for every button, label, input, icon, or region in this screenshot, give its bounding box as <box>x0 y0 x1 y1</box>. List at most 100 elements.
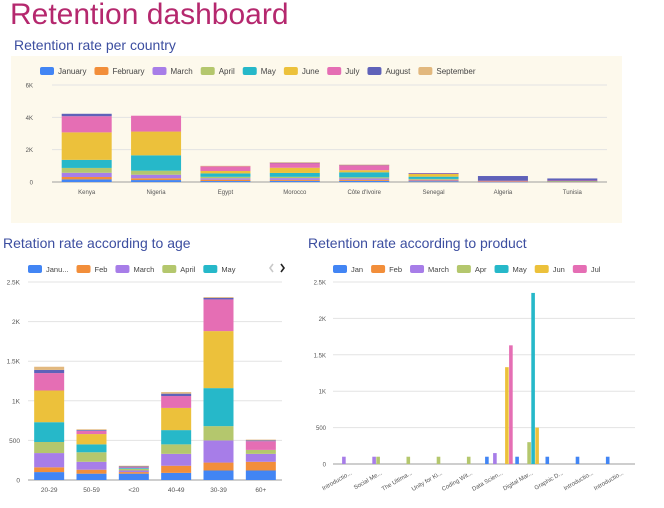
bar-segment-tunisia-august <box>547 178 598 181</box>
bar-segment-senegal-february <box>408 180 459 182</box>
x-tick-label: <20 <box>128 487 139 494</box>
legend-label-april: Apr <box>475 265 487 274</box>
legend-label-january: Jan <box>351 265 363 274</box>
bar-segment-c-te-d-ivoire-april <box>339 177 390 179</box>
bar-segment-senegal-january <box>408 181 459 182</box>
x-tick-label: 50-59 <box>83 487 100 494</box>
bar-segment-20-29-april <box>34 441 65 454</box>
bar-unity-for-ki-april <box>436 456 441 464</box>
y-tick-label: 2K <box>26 148 33 154</box>
y-tick-label: 1.5K <box>7 359 21 366</box>
country-retention-chart: January February March April May June July Augu… <box>26 67 607 196</box>
bar-social-me-march <box>372 456 376 464</box>
bar-segment-30-39-march <box>203 440 234 463</box>
bar-segment-morocco-august <box>269 162 320 164</box>
bar-data-scien-june <box>505 367 509 464</box>
legend-label-june: June <box>302 67 320 76</box>
x-tick-label: Digital Mar... <box>502 470 534 492</box>
bar-segment-50-59-may <box>76 444 107 453</box>
country-chart-panel: January February March April May June July Augu… <box>11 56 622 223</box>
y-tick-label: 500 <box>9 438 20 445</box>
bar-segment-morocco-july <box>269 162 320 168</box>
y-tick-label: 4K <box>26 116 33 122</box>
bar-segment-senegal-march <box>408 179 459 181</box>
bar-segment-nigeria-may <box>131 155 182 171</box>
x-tick-label: Unity for Ki... <box>411 470 444 493</box>
x-tick-label: Egypt <box>218 190 234 196</box>
x-tick-label: The Ultima... <box>381 470 414 492</box>
legend-swatch-february <box>76 265 91 273</box>
legend-swatch-may <box>494 265 509 273</box>
x-tick-label: Introductio... <box>321 470 353 492</box>
bar-segment-20-february <box>118 472 149 474</box>
y-tick-label: 0 <box>323 463 327 469</box>
legend-swatch-january <box>333 265 347 273</box>
bar-data-scien-july <box>509 345 513 464</box>
x-tick-label: Nigeria <box>147 190 167 196</box>
bar-segment-egypt-march <box>200 178 251 180</box>
bar-segment-20-august <box>118 466 149 468</box>
bar-segment-algeria-february <box>477 181 528 183</box>
bar-segment-morocco-march <box>269 178 320 180</box>
bar-segment-c-te-d-ivoire-february <box>339 179 390 181</box>
legend-swatch-march <box>152 67 167 75</box>
x-tick-label: Social Me... <box>353 470 383 491</box>
bar-segment-60-july <box>245 441 276 450</box>
bar-segment-nigeria-april <box>131 170 182 175</box>
bar-segment-50-59-august <box>76 430 107 431</box>
bar-introductio-march <box>342 456 346 464</box>
bar-segment-tunisia-july <box>547 180 598 182</box>
bar-coding-wit-april <box>466 456 471 464</box>
bar-segment-50-59-april <box>76 452 107 462</box>
bar-segment-c-te-d-ivoire-june <box>339 170 390 173</box>
bar-segment-30-39-july <box>203 299 234 332</box>
legend-label-september: September <box>436 67 475 76</box>
bar-segment-kenya-june <box>61 132 112 160</box>
bar-segment-40-49-march <box>161 453 192 466</box>
bar-segment-60-february <box>245 461 276 471</box>
legend-label-may: May <box>221 265 235 274</box>
bar-segment-nigeria-june <box>131 131 182 156</box>
bar-segment-morocco-june <box>269 167 320 173</box>
bar-segment-kenya-april <box>61 167 112 173</box>
bar-segment-kenya-july <box>61 116 112 133</box>
bar-segment-algeria-july <box>477 180 528 182</box>
bar-segment-c-te-d-ivoire-may <box>339 172 390 178</box>
bar-segment-60-march <box>245 453 276 462</box>
y-tick-label: 500 <box>316 426 327 432</box>
bar-segment-morocco-february <box>269 179 320 181</box>
chevron-left-icon <box>269 263 274 273</box>
country-chart-title: Retention rate per country <box>14 37 176 53</box>
bar-segment-40-49-april <box>161 444 192 454</box>
x-tick-label: Graphic D... <box>534 470 565 491</box>
bar-introductio-january <box>605 456 610 464</box>
y-tick-label: 2.5K <box>314 281 326 287</box>
bar-segment-nigeria-february <box>131 178 182 181</box>
legend-swatch-march <box>410 265 425 273</box>
x-tick-label: Kenya <box>78 190 96 196</box>
age-chart-title: Retation rate according to age <box>3 235 191 251</box>
bar-segment-20-29-march <box>34 453 65 468</box>
page-title: Retention dashboard <box>10 0 289 31</box>
age-retention-chart: Janu... Feb March April May 0 500 1K 1.5K 2K 2.5K 2… <box>7 263 285 494</box>
legend-label-april: April <box>219 67 235 76</box>
bar-segment-kenya-may <box>61 159 112 168</box>
legend-swatch-april <box>162 265 177 273</box>
bar-segment-30-39-may <box>203 388 234 427</box>
chevron-right-icon[interactable] <box>280 263 285 273</box>
bar-segment-c-te-d-ivoire-july <box>339 165 390 171</box>
bar-segment-nigeria-january <box>131 180 182 182</box>
legend-swatch-september <box>418 67 433 75</box>
bar-segment-40-49-june <box>161 407 192 431</box>
bar-digital-mar-june <box>535 427 539 464</box>
bar-segment-50-59-september <box>76 429 107 431</box>
legend-swatch-april <box>456 265 471 273</box>
legend-swatch-june <box>283 67 298 75</box>
legend-label-august: August <box>385 67 411 76</box>
bar-data-scien-january <box>485 456 489 464</box>
bar-segment-egypt-january <box>200 181 251 182</box>
bar-segment-algeria-january <box>477 181 528 183</box>
x-tick-label: 20-29 <box>41 487 58 494</box>
legend-label-february: Feb <box>95 265 108 274</box>
legend-label-february: Feb <box>389 265 402 274</box>
